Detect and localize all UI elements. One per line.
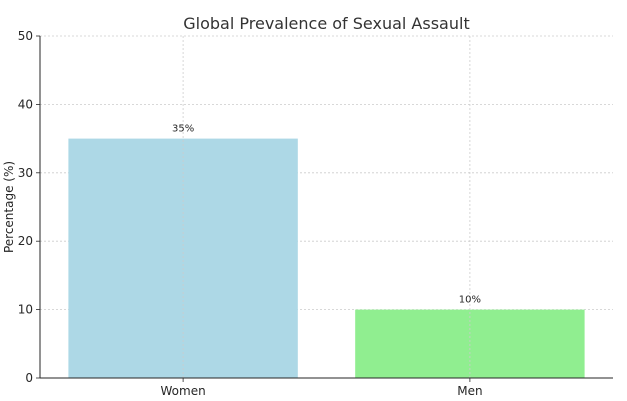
bar-women [68, 138, 298, 378]
y-tick-label: 20 [18, 234, 33, 248]
y-tick-label: 40 [18, 97, 33, 111]
data-label-women: 35% [172, 124, 194, 135]
y-axis-title: Percentage (%) [2, 161, 16, 253]
y-tick-label: 0 [25, 371, 33, 385]
bar-men [355, 309, 585, 378]
chart-title: Global Prevalence of Sexual Assault [183, 14, 469, 33]
bar-layer: 35% 10% [68, 36, 585, 378]
y-tick-label: 50 [18, 29, 33, 43]
x-tick-label-men: Men [457, 384, 482, 398]
y-tick-label: 10 [18, 303, 33, 317]
data-label-men: 10% [459, 295, 481, 306]
axis-layer: 0 10 20 30 40 50 Women Men [18, 29, 613, 398]
x-tick-label-women: Women [161, 384, 206, 398]
y-tick-label: 30 [18, 166, 33, 180]
